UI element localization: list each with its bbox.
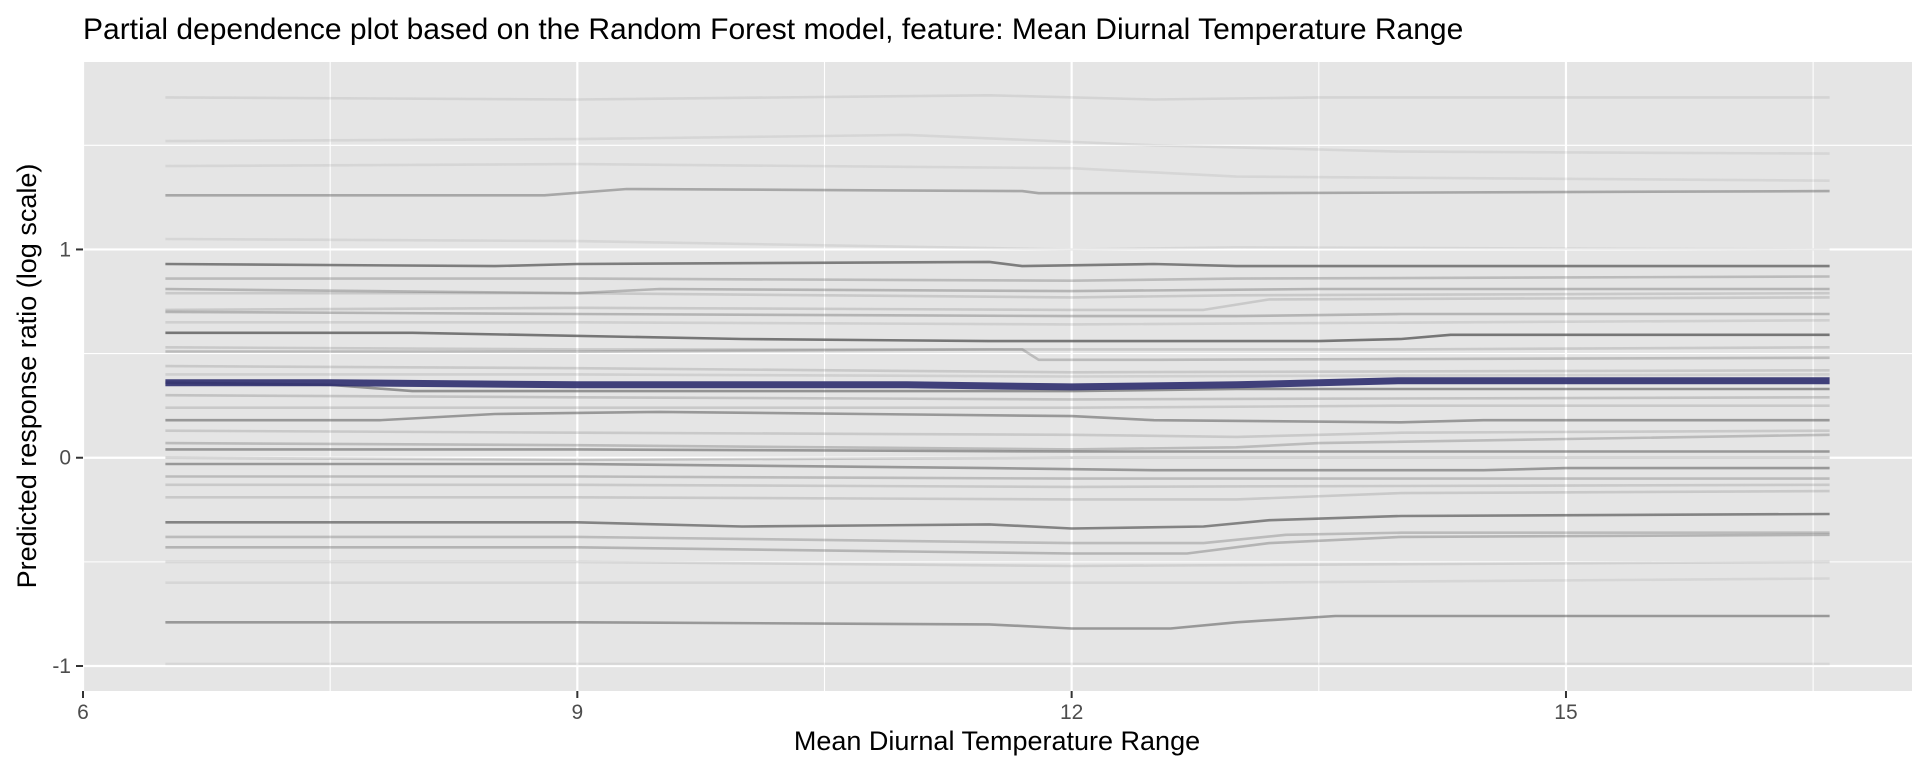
ice-lines xyxy=(165,94,1830,666)
ice-line xyxy=(165,577,1830,585)
ice-line xyxy=(165,331,1830,343)
x-tick-label: 12 xyxy=(1060,701,1083,724)
ice-line xyxy=(165,404,1830,410)
ice-line xyxy=(165,489,1830,501)
ice-line xyxy=(165,475,1830,480)
ice-line xyxy=(165,429,1830,439)
grid-minor-lines xyxy=(83,62,1912,691)
ice-line xyxy=(165,533,1830,555)
plot-panel xyxy=(83,62,1912,691)
ice-line xyxy=(165,346,1830,351)
ice-line xyxy=(165,483,1830,489)
ice-line xyxy=(165,433,1830,451)
ice-line xyxy=(165,260,1830,268)
mean-line-group xyxy=(165,377,1830,391)
x-axis-label: Mean Diurnal Temperature Range xyxy=(794,726,1200,756)
chart-title: Partial dependence plot based on the Ran… xyxy=(83,13,1463,46)
ice-line xyxy=(165,275,1830,283)
ice-line xyxy=(165,393,1830,401)
x-axis: 6 9 12 15 xyxy=(77,691,1578,724)
ice-line xyxy=(165,296,1830,312)
ice-line xyxy=(165,348,1830,362)
ice-line xyxy=(165,237,1830,251)
mean-pdp-line xyxy=(165,377,1830,391)
ice-line xyxy=(165,531,1830,545)
ice-line xyxy=(165,287,1830,295)
y-axis: -1 0 1 xyxy=(52,238,83,678)
ice-line xyxy=(165,364,1830,374)
ice-line xyxy=(165,162,1830,182)
ice-line xyxy=(165,373,1830,378)
ice-line xyxy=(165,462,1830,472)
y-tick-label: 0 xyxy=(59,447,71,470)
y-tick-label: 1 xyxy=(59,238,71,261)
ice-line xyxy=(165,291,1830,299)
x-tick-label: 6 xyxy=(77,701,89,724)
ice-line xyxy=(165,319,1830,326)
ice-line xyxy=(165,614,1830,630)
x-tick-label: 9 xyxy=(571,701,583,724)
ice-line xyxy=(165,310,1830,318)
y-tick-label: -1 xyxy=(52,655,71,678)
ice-line xyxy=(165,133,1830,155)
ice-line xyxy=(165,456,1830,462)
ice-line xyxy=(165,560,1830,568)
x-tick-label: 15 xyxy=(1554,701,1577,724)
grid-major-lines xyxy=(81,62,1912,691)
ice-line xyxy=(165,448,1830,453)
ice-line xyxy=(165,187,1830,197)
ice-line xyxy=(165,410,1830,424)
y-axis-label: Predicted response ratio (log scale) xyxy=(12,164,42,589)
ice-line xyxy=(165,512,1830,530)
ice-line xyxy=(165,94,1830,101)
